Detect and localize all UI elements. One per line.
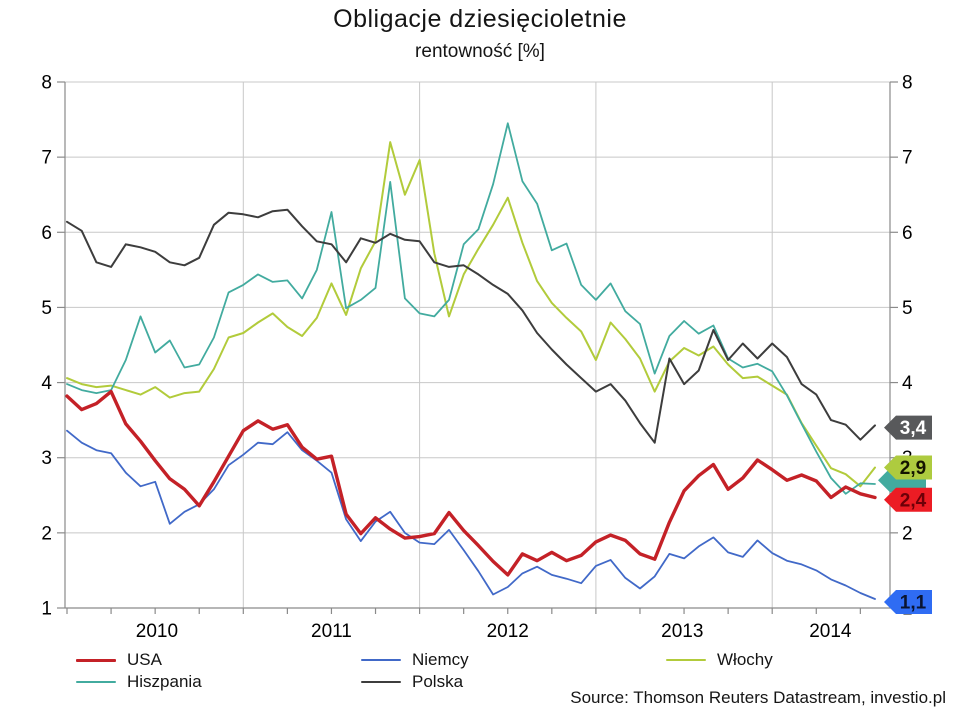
legend-column: Niemcy Polska [361,649,469,693]
y-tick-label-right: 7 [902,148,913,169]
end-flag-label-wlochy: 2,9 [900,458,926,479]
legend-label-hiszpania: Hiszpania [127,672,202,691]
legend-label-wlochy: Włochy [717,650,773,669]
y-tick-label-left: 4 [41,373,52,394]
legend-item-niemcy: Niemcy [361,649,469,671]
legend-label-niemcy: Niemcy [412,650,469,669]
legend-column: USA Hiszpania [76,649,202,693]
x-tick-label: 2010 [136,621,178,642]
y-tick-label-left: 5 [41,298,52,319]
legend-item-wlochy: Włochy [666,649,773,671]
chart-title: Obligacje dziesięcioletnie [333,5,627,33]
end-flag-usa [884,487,932,512]
legend-item-usa: USA [76,649,202,671]
x-tick-label: 2011 [311,621,352,642]
legend-swatch-polska [361,681,401,683]
legend-label-polska: Polska [412,672,464,691]
legend-swatch-usa [76,658,116,662]
y-tick-label-right: 8 [902,72,913,93]
y-tick-label-right: 5 [902,298,913,319]
legend-column: Włochy [666,649,773,671]
legend-swatch-hiszpania [76,681,116,683]
y-tick-label-left: 2 [41,523,52,544]
y-tick-label-left: 1 [41,599,52,620]
legend-swatch-wlochy [666,659,706,661]
x-tick-label: 2012 [487,621,529,642]
end-flag-label-niemcy: 1,1 [900,592,927,613]
y-tick-label-left: 6 [41,223,52,244]
series-line-hiszpania [66,122,876,495]
end-flag-wlochy [884,455,932,480]
legend-item-hiszpania: Hiszpania [76,671,202,693]
chart-legend: USA Hiszpania Niemcy Polska Włochy [0,649,960,695]
series-line-niemcy [66,429,876,600]
legend-swatch-niemcy [361,659,401,661]
y-tick-label-right: 6 [902,223,913,244]
x-tick-label: 2014 [809,621,852,642]
legend-label-usa: USA [127,650,162,669]
x-tick-label: 2013 [661,621,703,642]
end-flag-label-polska: 3,4 [900,418,927,439]
legend-item-polska: Polska [361,671,469,693]
y-tick-label-left: 3 [41,448,52,469]
series-line-wlochy [66,141,876,488]
y-tick-label-right: 4 [902,373,913,394]
y-tick-label-left: 8 [41,72,52,93]
end-flag-niemcy [884,589,932,614]
end-flag-label-usa: 2,4 [900,490,927,511]
source-text: Source: Thomson Reuters Datastream, inve… [570,688,946,707]
chart-subtitle: rentowność [%] [415,41,545,62]
y-tick-label-right: 2 [902,523,913,544]
y-tick-label-left: 7 [41,148,52,169]
series-line-usa [65,389,877,577]
end-flag-polska [884,415,932,440]
series-line-polska [66,208,876,444]
